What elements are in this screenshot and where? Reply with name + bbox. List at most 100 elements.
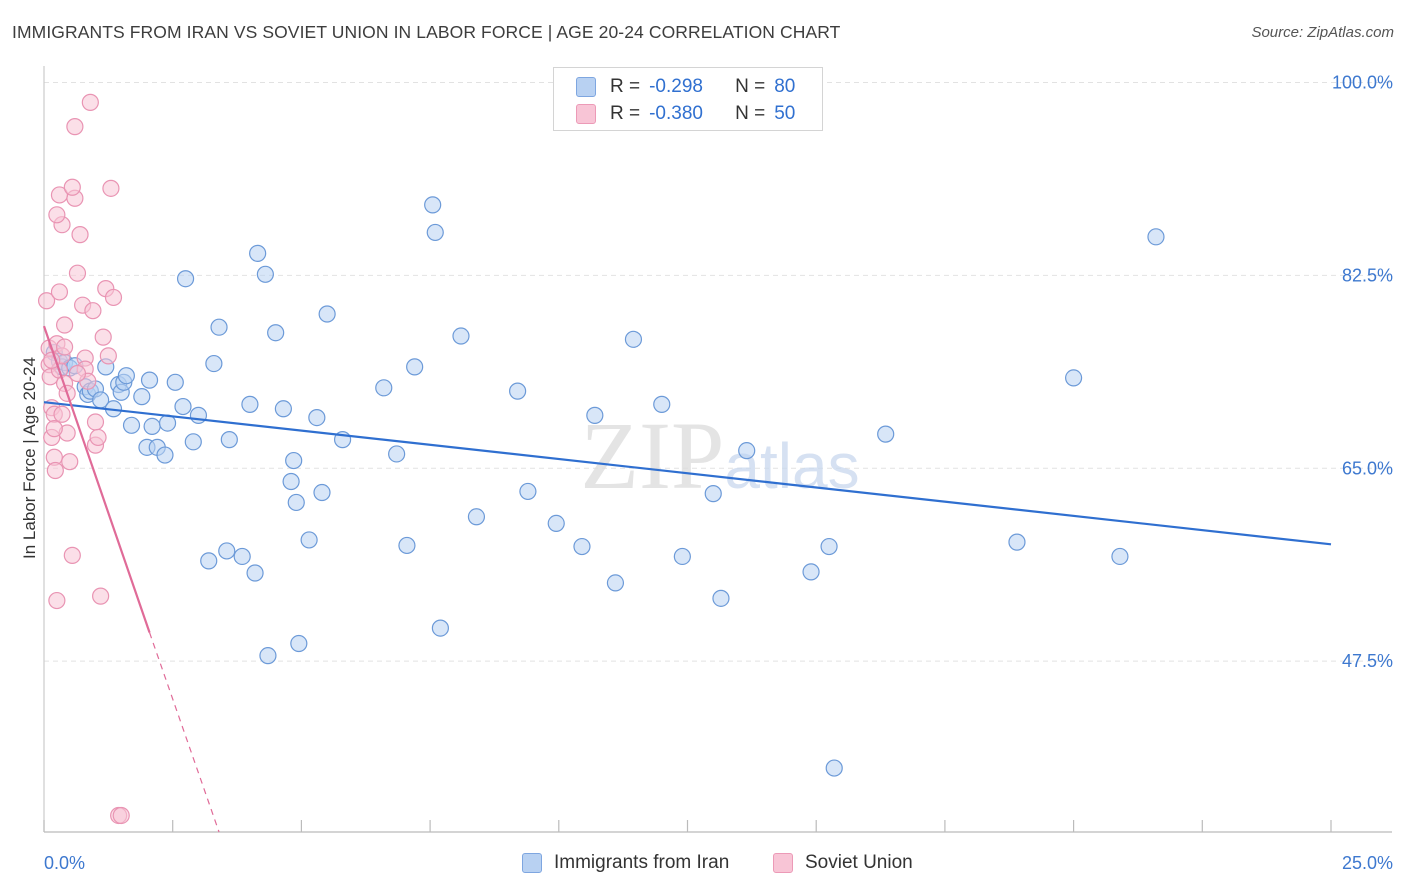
- soviet-point: [63, 546, 81, 564]
- legend-r-label: R =: [610, 76, 641, 97]
- y-tick-label: 47.5%: [1342, 651, 1393, 671]
- iran-point: [122, 416, 141, 434]
- iran-point: [233, 547, 251, 566]
- legend-r-value-soviet: -0.380: [649, 103, 703, 124]
- iran-trend-line: [43, 401, 1332, 546]
- source-label: Source: ZipAtlas.com: [1251, 24, 1394, 41]
- soviet-point: [84, 302, 102, 320]
- bottom-legend-soviet: Soviet Union: [773, 852, 913, 874]
- iran-point: [318, 305, 336, 323]
- iran-point: [653, 395, 671, 413]
- legend-swatch-soviet: [576, 104, 596, 124]
- iran-point: [519, 482, 537, 501]
- iran-point: [1147, 228, 1165, 246]
- soviet-point: [53, 405, 71, 423]
- soviet-trend-line: [42, 325, 151, 633]
- soviet-point: [50, 186, 69, 204]
- iran-point: [174, 397, 192, 416]
- soviet-point: [66, 118, 84, 136]
- iran-point: [388, 445, 406, 463]
- iran-point: [166, 373, 184, 391]
- soviet-point: [46, 461, 64, 480]
- iran-point: [259, 647, 277, 665]
- bottom-legend-label-iran: Immigrants from Iran: [554, 852, 730, 873]
- y-tick-label: 100.0%: [1332, 73, 1393, 93]
- bottom-legend-swatch-soviet: [773, 853, 793, 873]
- iran-point: [1064, 369, 1083, 387]
- iran-point: [133, 388, 151, 406]
- soviet-point: [86, 413, 105, 431]
- legend-r-label: R =: [610, 103, 641, 124]
- soviet-point: [71, 226, 89, 244]
- x-tick-label: 25.0%: [1342, 853, 1393, 873]
- watermark: ZIPatlas: [580, 402, 859, 509]
- iran-point: [606, 574, 625, 592]
- legend-n-label: N =: [735, 103, 766, 124]
- iran-point: [802, 563, 820, 581]
- iran-point: [712, 589, 730, 607]
- iran-point: [406, 358, 424, 376]
- iran-point: [624, 330, 643, 348]
- iran-point: [586, 406, 604, 424]
- iran-point: [426, 223, 444, 242]
- bottom-legend-iran: Immigrants from Iran: [522, 852, 729, 874]
- soviet-point: [37, 292, 56, 310]
- iran-point: [1111, 547, 1129, 566]
- iran-point: [820, 537, 838, 556]
- legend-swatch-iran: [576, 77, 596, 97]
- iran-point: [184, 433, 202, 451]
- iran-point: [274, 400, 292, 418]
- soviet-point: [48, 206, 66, 224]
- iran-point: [140, 371, 159, 389]
- iran-point: [398, 536, 416, 555]
- soviet-point: [68, 264, 87, 282]
- legend-r-value-iran: -0.298: [649, 76, 703, 97]
- iran-point: [220, 431, 238, 449]
- iran-point: [218, 542, 236, 560]
- iran-point: [300, 531, 318, 549]
- bottom-legend-swatch-iran: [522, 853, 542, 873]
- iran-point: [509, 382, 527, 400]
- soviet-point: [48, 591, 66, 610]
- x-tick-label: 0.0%: [44, 853, 85, 873]
- iran-point: [156, 446, 174, 464]
- iran-point: [241, 395, 259, 413]
- legend-row-soviet: R = -0.380 N = 50: [576, 102, 795, 126]
- iran-point: [285, 451, 303, 470]
- iran-point: [467, 508, 486, 526]
- iran-point: [424, 196, 442, 214]
- bottom-legend-label-soviet: Soviet Union: [805, 852, 913, 873]
- soviet-point: [81, 93, 99, 111]
- iran-point: [176, 270, 195, 288]
- soviet-point: [61, 453, 79, 471]
- soviet-point: [45, 420, 63, 438]
- iran-point: [673, 547, 691, 566]
- iran-point: [704, 485, 722, 503]
- iran-point: [143, 417, 161, 436]
- soviet-point: [89, 428, 107, 447]
- soviet-point: [112, 806, 130, 825]
- iran-point: [375, 379, 393, 397]
- iran-point: [267, 324, 285, 342]
- iran-point: [573, 537, 591, 556]
- iran-point: [189, 406, 208, 424]
- chart-title: IMMIGRANTS FROM IRAN VS SOVIET UNION IN …: [12, 22, 841, 42]
- iran-point: [287, 493, 305, 512]
- soviet-point: [99, 347, 117, 365]
- legend-box: R = -0.298 N = 80 R = -0.380 N = 50: [553, 67, 823, 131]
- legend-n-value-iran: 80: [774, 76, 796, 97]
- iran-point: [431, 619, 449, 637]
- legend-row-iran: R = -0.298 N = 80: [576, 75, 795, 99]
- iran-point: [256, 265, 274, 283]
- soviet-point: [63, 178, 81, 196]
- iran-point: [290, 634, 308, 653]
- soviet-point: [94, 328, 112, 346]
- legend-n-value-soviet: 50: [774, 103, 796, 124]
- iran-point: [877, 425, 895, 443]
- soviet-point: [68, 364, 87, 383]
- soviet-point: [50, 283, 69, 301]
- iran-point: [200, 552, 218, 570]
- iran-point: [547, 514, 565, 532]
- soviet-point: [102, 179, 120, 197]
